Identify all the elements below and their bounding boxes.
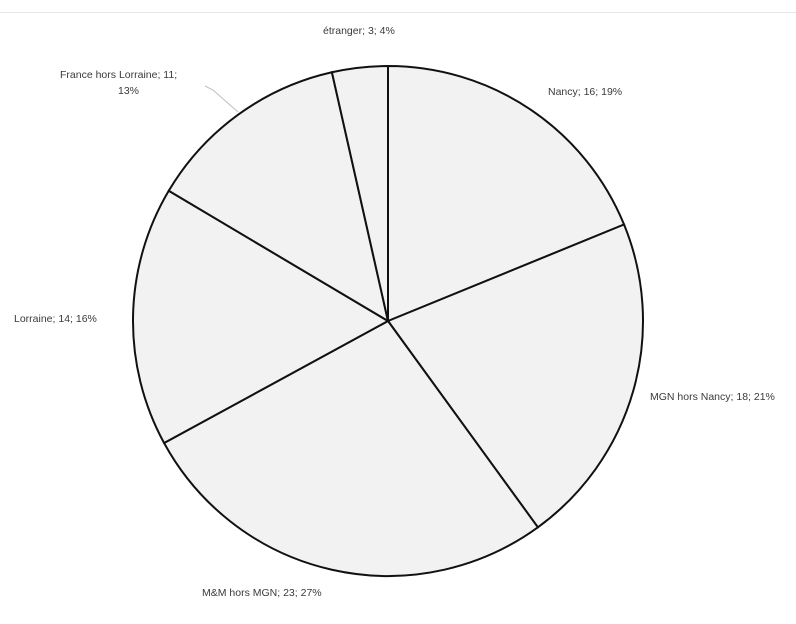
slice-label-france-hors-lorraine-line1: France hors Lorraine; 11; bbox=[60, 69, 177, 81]
slice-label-france-hors-lorraine-line2: 13% bbox=[118, 85, 139, 97]
slice-label-etranger: étranger; 3; 4% bbox=[323, 25, 395, 37]
pie-slice-france-hors-lorraine bbox=[167, 71, 390, 324]
leader-lines bbox=[204, 85, 239, 113]
pie-slice-etranger bbox=[330, 64, 389, 322]
pie-slice-mgn-hors-nancy bbox=[386, 223, 644, 529]
leader-line-france-hors-lorraine bbox=[204, 85, 239, 113]
slice-label-lorraine: Lorraine; 14; 16% bbox=[14, 313, 97, 325]
slice-label-mm-hors-mgn: M&M hors MGN; 23; 27% bbox=[202, 587, 322, 599]
slice-label-nancy: Nancy; 16; 19% bbox=[548, 86, 622, 98]
pie-slice-lorraine bbox=[132, 189, 391, 445]
slice-label-mgn-hors-nancy: MGN hors Nancy; 18; 21% bbox=[650, 391, 775, 403]
pie-slice-nancy bbox=[387, 64, 626, 323]
slice-labels: Nancy; 16; 19% MGN hors Nancy; 18; 21% M… bbox=[14, 25, 775, 599]
top-divider bbox=[0, 12, 796, 13]
pie-slice-mm-hors-mgn bbox=[162, 319, 540, 577]
pie-slices bbox=[132, 64, 644, 577]
